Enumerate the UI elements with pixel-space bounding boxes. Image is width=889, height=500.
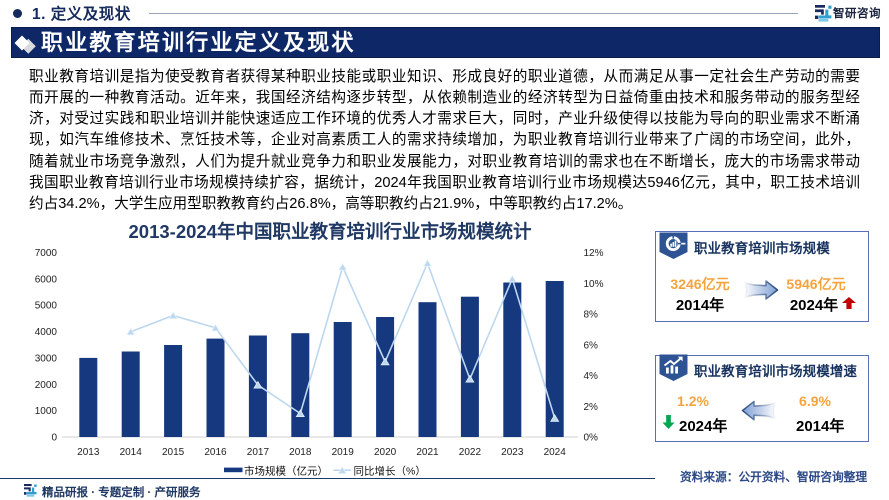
svg-text:市场规模（亿元）: 市场规模（亿元）: [244, 464, 328, 477]
svg-text:6%: 6%: [584, 340, 599, 351]
svg-text:2018: 2018: [289, 447, 312, 458]
svg-text:2014: 2014: [120, 447, 143, 458]
svg-text:2017: 2017: [247, 447, 270, 458]
svg-text:2015: 2015: [162, 447, 185, 458]
svg-text:2021: 2021: [416, 447, 439, 458]
svg-text:0%: 0%: [584, 433, 599, 444]
svg-text:2019: 2019: [332, 447, 355, 458]
svg-text:同比增长（%）: 同比增长（%）: [354, 464, 426, 477]
svg-text:2024: 2024: [544, 447, 567, 458]
svg-text:1000: 1000: [35, 406, 58, 417]
svg-text:2020: 2020: [374, 447, 397, 458]
svg-text:6000: 6000: [35, 274, 58, 285]
svg-text:12%: 12%: [584, 248, 604, 259]
svg-text:7000: 7000: [35, 248, 58, 259]
svg-text:10%: 10%: [584, 279, 604, 290]
svg-text:4%: 4%: [584, 371, 599, 382]
svg-text:0: 0: [51, 433, 57, 444]
svg-text:2022: 2022: [459, 447, 482, 458]
svg-text:2023: 2023: [501, 447, 524, 458]
svg-text:4000: 4000: [35, 327, 58, 338]
svg-text:8%: 8%: [584, 310, 599, 321]
svg-text:2000: 2000: [35, 380, 58, 391]
svg-text:3000: 3000: [35, 354, 58, 365]
svg-text:2013: 2013: [77, 447, 100, 458]
svg-text:2%: 2%: [584, 402, 599, 413]
svg-text:2016: 2016: [204, 447, 227, 458]
svg-text:5000: 5000: [35, 301, 58, 312]
